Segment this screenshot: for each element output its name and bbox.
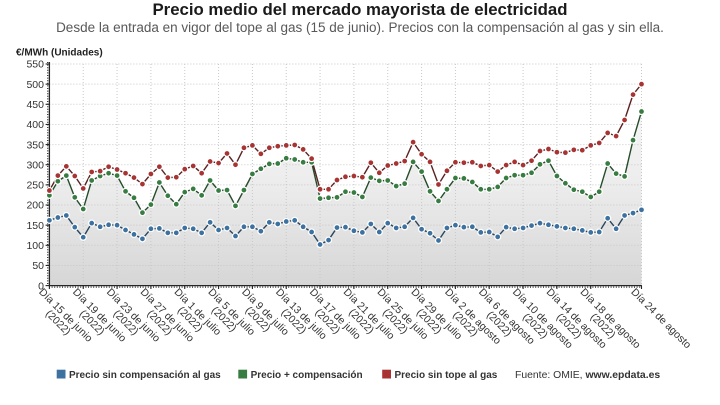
svg-text:Precio sin compensación al gas: Precio sin compensación al gas (69, 370, 221, 381)
svg-text:Fuente: OMIE, www.epdata.es: Fuente: OMIE, www.epdata.es (515, 370, 660, 381)
svg-text:250: 250 (26, 180, 44, 192)
svg-text:50: 50 (32, 260, 44, 272)
svg-text:550: 550 (26, 59, 44, 71)
svg-text:0: 0 (38, 280, 44, 292)
svg-text:€/MWh (Unidades): €/MWh (Unidades) (16, 47, 103, 58)
svg-text:450: 450 (26, 99, 44, 111)
svg-text:500: 500 (26, 79, 44, 91)
svg-text:400: 400 (26, 119, 44, 131)
svg-text:Precio sin tope al gas: Precio sin tope al gas (395, 370, 498, 381)
svg-text:300: 300 (26, 159, 44, 171)
svg-text:350: 350 (26, 139, 44, 151)
svg-text:150: 150 (26, 220, 44, 232)
svg-text:Precio + compensación: Precio + compensación (251, 370, 363, 381)
svg-text:200: 200 (26, 200, 44, 212)
svg-text:100: 100 (26, 240, 44, 252)
